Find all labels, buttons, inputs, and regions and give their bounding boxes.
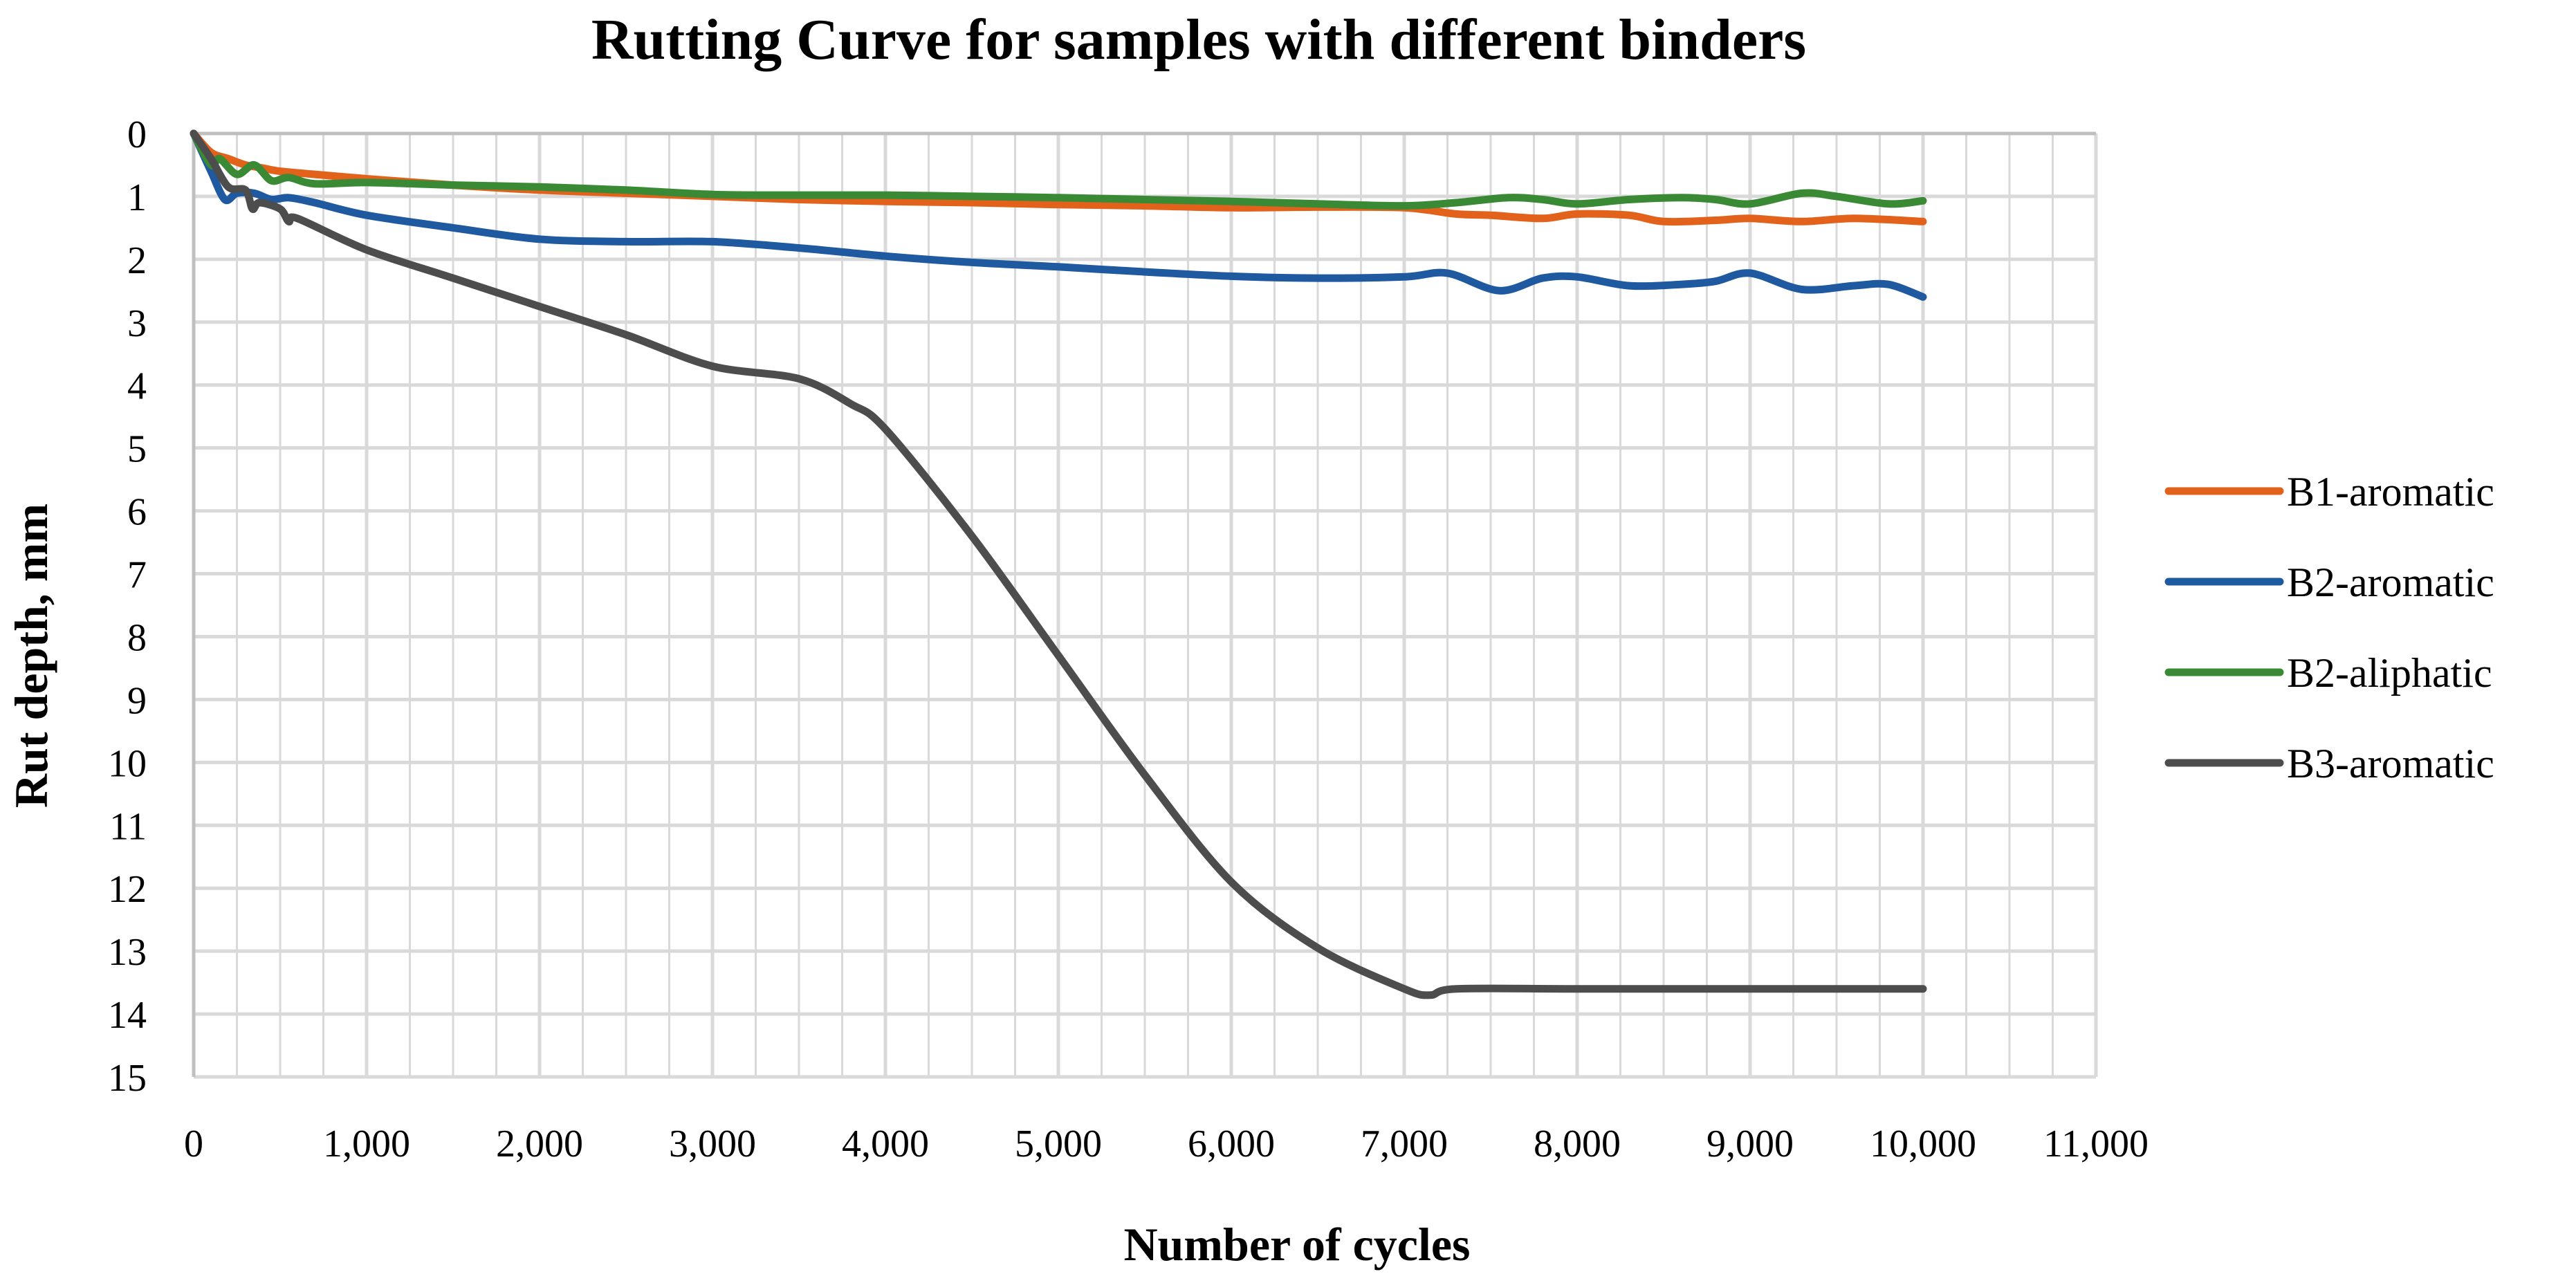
y-tick-label: 13	[108, 931, 147, 974]
x-tick-label: 6,000	[1188, 1123, 1275, 1165]
y-tick-label: 11	[109, 805, 147, 848]
chart-title: Rutting Curve for samples with different…	[591, 8, 1806, 72]
y-tick-label: 10	[108, 742, 147, 785]
x-axis-title: Number of cycles	[1123, 1218, 1470, 1271]
x-tick-label: 0	[184, 1123, 203, 1165]
x-tick-label: 1,000	[323, 1123, 410, 1165]
x-tick-labels: 0 1,000 2,000 3,000 4,000 5,000 6,000 7,000 8,00…	[184, 1123, 2149, 1165]
x-tick-label: 3,000	[669, 1123, 756, 1165]
y-tick-label: 3	[127, 302, 147, 345]
y-tick-label: 4	[127, 365, 147, 408]
series-line-b2-aromatic	[190, 129, 1927, 301]
y-tick-label: 9	[127, 679, 147, 722]
legend-label-b2-aromatic: B2-aromatic	[2287, 560, 2494, 605]
x-tick-label: 2,000	[496, 1123, 583, 1165]
axes	[192, 131, 2096, 1077]
series-line-b3-aromatic	[190, 129, 1927, 999]
legend-label-b2-aliphatic: B2-aliphatic	[2287, 650, 2492, 696]
y-tick-label: 14	[108, 994, 147, 1037]
series-line-b1-aromatic	[190, 129, 1927, 226]
legend: B1-aromatic B2-aromatic B2-aliphatic B3-aro…	[2164, 469, 2494, 786]
x-tick-label: 5,000	[1015, 1123, 1102, 1165]
series-line-b2-aliphatic	[190, 129, 1927, 210]
y-tick-label: 5	[127, 428, 147, 471]
y-tick-label: 7	[127, 554, 147, 597]
y-tick-label: 8	[127, 616, 147, 659]
series-lines	[190, 129, 1927, 999]
legend-label-b1-aromatic: B1-aromatic	[2287, 469, 2494, 515]
x-tick-label: 11,000	[2043, 1123, 2149, 1165]
x-tick-label: 7,000	[1361, 1123, 1448, 1165]
y-tick-label: 6	[127, 491, 147, 534]
y-tick-label: 15	[108, 1057, 147, 1100]
x-tick-label: 4,000	[842, 1123, 929, 1165]
y-tick-label: 12	[108, 868, 147, 911]
x-tick-label: 9,000	[1706, 1123, 1794, 1165]
y-axis-title: Rut depth, mm	[5, 504, 57, 808]
x-tick-label: 8,000	[1534, 1123, 1621, 1165]
y-tick-label: 0	[127, 113, 147, 156]
y-tick-label: 2	[127, 239, 147, 282]
legend-label-b3-aromatic: B3-aromatic	[2287, 741, 2494, 786]
y-tick-label: 1	[127, 176, 147, 219]
x-tick-label: 10,000	[1870, 1123, 1976, 1165]
